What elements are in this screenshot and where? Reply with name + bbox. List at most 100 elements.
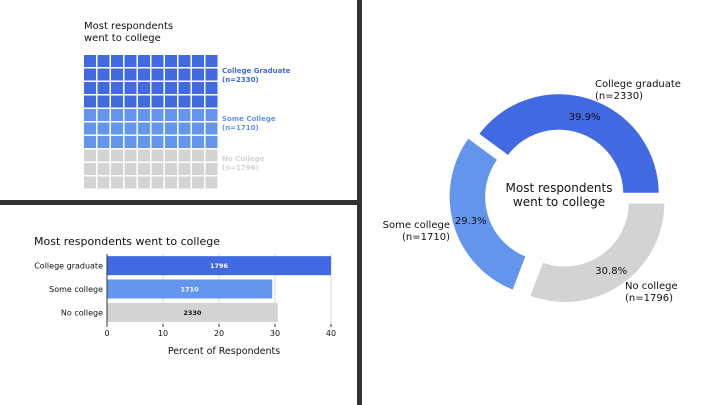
waffle-cell bbox=[138, 149, 150, 162]
waffle-cell bbox=[178, 176, 191, 189]
waffle-cell bbox=[178, 136, 191, 148]
waffle-cell bbox=[151, 95, 164, 108]
waffle-cell bbox=[138, 122, 150, 135]
waffle-cell bbox=[124, 95, 137, 108]
waffle-cell bbox=[111, 68, 123, 81]
waffle-cell bbox=[138, 68, 150, 81]
bar-data-label: 2330 bbox=[183, 309, 202, 317]
waffle-cell bbox=[138, 136, 150, 148]
waffle-cell bbox=[124, 109, 137, 121]
waffle-cell bbox=[151, 136, 164, 148]
waffle-cell bbox=[124, 136, 137, 148]
waffle-cell bbox=[192, 68, 204, 81]
waffle-cell bbox=[165, 163, 177, 175]
waffle-cell bbox=[111, 149, 123, 162]
waffle-cell bbox=[124, 163, 137, 175]
waffle-title: Most respondents went to college bbox=[84, 21, 174, 44]
waffle-cell bbox=[205, 95, 218, 108]
waffle-chart-panel: Most respondents went to college College… bbox=[0, 0, 357, 200]
waffle-cell bbox=[138, 82, 150, 94]
waffle-cell bbox=[165, 109, 177, 121]
waffle-cell bbox=[84, 163, 96, 175]
waffle-cell bbox=[84, 109, 96, 121]
waffle-cell bbox=[151, 163, 164, 175]
waffle-cell bbox=[178, 82, 191, 94]
waffle-cell bbox=[205, 163, 218, 175]
waffle-cell bbox=[192, 163, 204, 175]
waffle-cell bbox=[97, 82, 110, 94]
waffle-cell bbox=[124, 82, 137, 94]
waffle-cell bbox=[205, 176, 218, 189]
waffle-cell bbox=[111, 55, 123, 67]
waffle-cell bbox=[192, 149, 204, 162]
waffle-cell bbox=[205, 55, 218, 67]
waffle-cell bbox=[192, 136, 204, 148]
x-tick-label: 0 bbox=[104, 329, 109, 338]
waffle-cell bbox=[124, 122, 137, 135]
x-tick-label: 40 bbox=[326, 329, 336, 338]
y-tick-label: Some college bbox=[49, 285, 103, 294]
waffle-cell bbox=[178, 122, 191, 135]
waffle-cell bbox=[178, 109, 191, 121]
x-tick-label: 20 bbox=[214, 329, 224, 338]
y-tick-label: College graduate bbox=[34, 262, 103, 271]
waffle-cell bbox=[165, 176, 177, 189]
waffle-cell bbox=[84, 55, 96, 67]
bar-chart: Most respondents went to college 0 10 20 30 4… bbox=[34, 235, 336, 357]
waffle-cell bbox=[111, 136, 123, 148]
waffle-cell bbox=[151, 82, 164, 94]
waffle-cell bbox=[97, 55, 110, 67]
waffle-cell bbox=[84, 176, 96, 189]
waffle-chart: College Graduate (n=2330) Some College (n=1… bbox=[84, 55, 291, 189]
waffle-cell bbox=[138, 109, 150, 121]
waffle-cell bbox=[192, 95, 204, 108]
bar-chart-title: Most respondents went to college bbox=[34, 235, 220, 248]
bar-data-label: 1710 bbox=[181, 286, 200, 294]
waffle-cell bbox=[178, 95, 191, 108]
waffle-cell bbox=[97, 68, 110, 81]
waffle-cell bbox=[151, 176, 164, 189]
waffle-cell bbox=[138, 55, 150, 67]
waffle-cell bbox=[178, 163, 191, 175]
waffle-cell bbox=[178, 55, 191, 67]
donut-slice bbox=[475, 91, 662, 196]
waffle-cell bbox=[205, 122, 218, 135]
waffle-cell bbox=[111, 95, 123, 108]
waffle-cell bbox=[97, 149, 110, 162]
waffle-cell bbox=[151, 55, 164, 67]
waffle-cell bbox=[97, 122, 110, 135]
bar-data-label: 1796 bbox=[210, 262, 229, 270]
waffle-cell bbox=[84, 68, 96, 81]
waffle-cell bbox=[84, 122, 96, 135]
bar bbox=[107, 302, 278, 322]
waffle-cell bbox=[205, 68, 218, 81]
waffle-cell bbox=[165, 55, 177, 67]
donut-category-label: No college (n=1796) bbox=[625, 281, 678, 304]
waffle-cell bbox=[192, 109, 204, 121]
waffle-cell bbox=[151, 109, 164, 121]
donut-chart: 39.9% College graduate (n=2330) 29.3% Some c… bbox=[383, 79, 681, 305]
horizontal-divider bbox=[0, 200, 357, 205]
donut-slice bbox=[527, 200, 667, 305]
waffle-cell bbox=[151, 122, 164, 135]
waffle-legend-label: Some College (n=1710) bbox=[222, 115, 276, 132]
donut-chart-panel: 39.9% College graduate (n=2330) 29.3% Some c… bbox=[362, 0, 720, 405]
waffle-cell bbox=[192, 122, 204, 135]
donut-pct-label: 29.3% bbox=[455, 216, 487, 227]
waffle-cell bbox=[205, 82, 218, 94]
waffle-cell bbox=[165, 95, 177, 108]
waffle-cell bbox=[97, 176, 110, 189]
donut-center-text: Most respondents went to college bbox=[506, 181, 613, 209]
waffle-cell bbox=[124, 149, 137, 162]
waffle-cell bbox=[165, 82, 177, 94]
waffle-cell bbox=[111, 122, 123, 135]
waffle-cell bbox=[165, 149, 177, 162]
bar-chart-panel: Most respondents went to college 0 10 20 30 4… bbox=[0, 205, 357, 405]
x-tick-label: 10 bbox=[158, 329, 168, 338]
y-tick-label: No college bbox=[61, 308, 103, 317]
waffle-cell bbox=[138, 176, 150, 189]
waffle-cell bbox=[205, 136, 218, 148]
waffle-cell bbox=[111, 82, 123, 94]
waffle-legend-label: No College (n=1796) bbox=[222, 155, 265, 172]
waffle-cell bbox=[192, 55, 204, 67]
